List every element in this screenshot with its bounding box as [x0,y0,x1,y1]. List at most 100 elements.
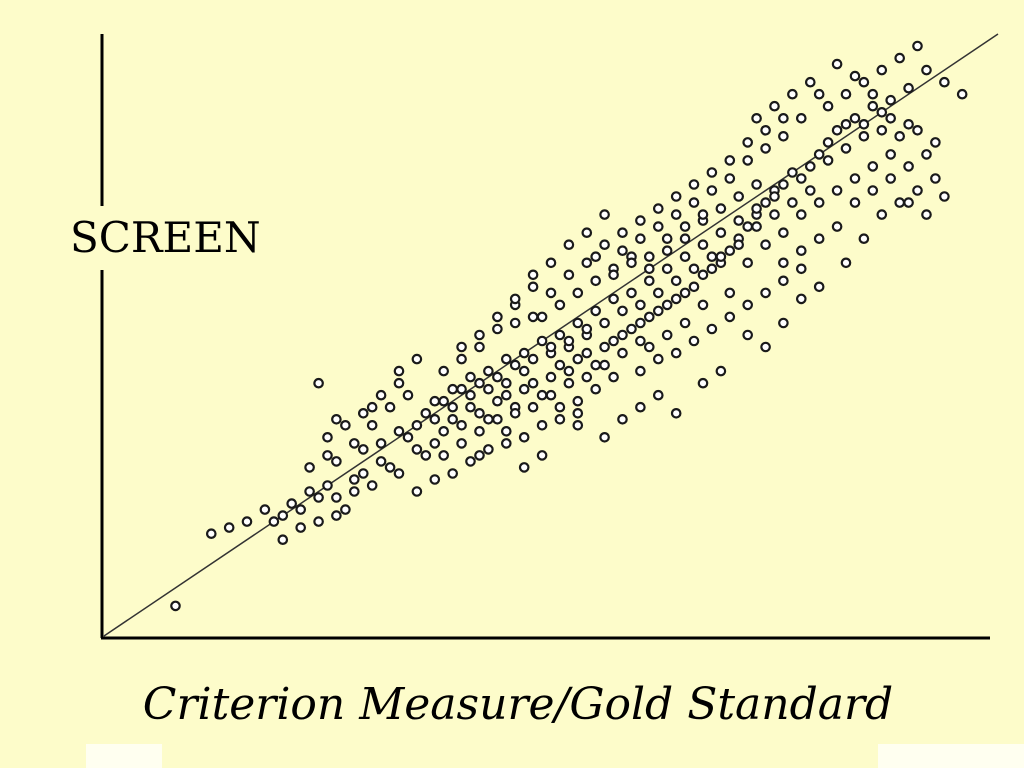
data-point [931,174,939,182]
data-point [565,241,573,249]
data-point [708,325,716,333]
data-point [761,126,769,134]
data-point [592,277,600,285]
data-point [744,259,752,267]
data-point [484,445,492,453]
bottom-left-patch [86,744,162,768]
data-point [815,198,823,206]
data-point [574,397,582,405]
data-point [565,337,573,345]
data-point [744,222,752,230]
data-point [305,463,313,471]
data-point [323,433,331,441]
data-point [779,319,787,327]
data-point [529,313,537,321]
data-point [350,487,358,495]
data-point [332,493,340,501]
data-point [314,493,322,501]
data-point [592,385,600,393]
data-point [752,114,760,122]
data-point [752,222,760,230]
data-point [717,253,725,261]
data-point [529,283,537,291]
data-point [618,247,626,255]
data-point [484,367,492,375]
data-point [422,409,430,417]
data-point [600,361,608,369]
data-point [547,343,555,351]
data-point [431,475,439,483]
data-point [672,192,680,200]
data-point [878,126,886,134]
data-point [869,186,877,194]
data-point [511,319,519,327]
data-point [708,265,716,273]
data-point [556,361,564,369]
data-point [824,156,832,164]
data-point [824,102,832,110]
data-point [449,403,457,411]
data-point [583,259,591,267]
data-point [690,283,698,291]
data-point [904,84,912,92]
data-point [404,391,412,399]
data-point [761,144,769,152]
data-point [779,259,787,267]
data-point [717,229,725,237]
data-point [413,487,421,495]
data-point [726,156,734,164]
data-point [377,391,385,399]
data-point [413,355,421,363]
data-point [520,463,528,471]
data-point [538,421,546,429]
data-point [797,295,805,303]
data-point [797,247,805,255]
data-point [681,235,689,243]
data-point [797,210,805,218]
data-point [493,325,501,333]
data-point [359,469,367,477]
data-point [833,222,841,230]
data-point [475,451,483,459]
data-point [297,523,305,531]
data-point [645,253,653,261]
data-point [851,114,859,122]
data-point [779,277,787,285]
data-point [565,379,573,387]
data-point [913,42,921,50]
data-point [538,337,546,345]
data-point [609,337,617,345]
data-point [377,457,385,465]
data-point [440,451,448,459]
data-point [887,96,895,104]
data-point [297,505,305,513]
data-point [788,168,796,176]
data-point [600,241,608,249]
data-point [726,313,734,321]
data-point [904,198,912,206]
data-point [279,536,287,544]
data-point [565,271,573,279]
data-point [243,517,251,525]
data-point [726,289,734,297]
data-point [627,259,635,267]
data-point [770,192,778,200]
data-point [860,132,868,140]
data-point [556,301,564,309]
data-point [654,204,662,212]
data-point [690,198,698,206]
data-point [457,355,465,363]
data-point [475,331,483,339]
data-point [618,415,626,423]
data-point [440,397,448,405]
data-point [475,427,483,435]
data-point [699,379,707,387]
data-point [761,343,769,351]
data-point [502,391,510,399]
data-point [314,517,322,525]
data-point [618,331,626,339]
data-point [869,162,877,170]
data-point [600,319,608,327]
